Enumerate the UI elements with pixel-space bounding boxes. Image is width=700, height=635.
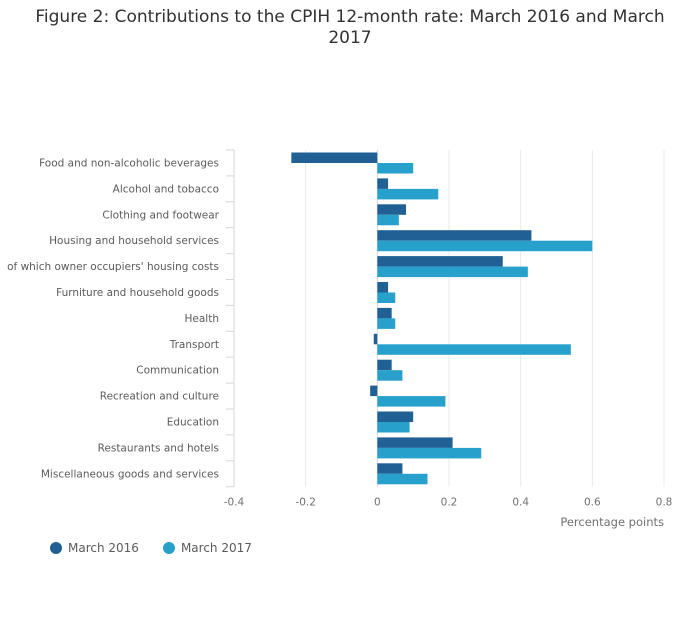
bar-march-2017[interactable] <box>377 188 439 200</box>
bar-march-2016[interactable] <box>377 230 532 241</box>
bar-march-2016[interactable] <box>377 256 503 267</box>
legend-item-march-2016[interactable]: March 2016 <box>50 541 139 555</box>
legend-label: March 2016 <box>68 541 139 555</box>
x-tick-label: -0.4 <box>224 497 245 509</box>
category-label: Education <box>167 416 219 428</box>
category-label: of which owner occupiers' housing costs <box>7 261 219 273</box>
x-axis-title: Percentage points <box>560 515 664 529</box>
category-label: Restaurants and hotels <box>98 442 219 454</box>
bar-march-2017[interactable] <box>377 163 414 174</box>
bar-march-2016[interactable] <box>291 152 378 164</box>
bar-march-2016[interactable] <box>377 282 389 293</box>
bar-march-2016[interactable] <box>377 411 414 423</box>
legend: March 2016 March 2017 <box>50 541 252 555</box>
bar-march-2017[interactable] <box>377 318 396 329</box>
category-label: Alcohol and tobacco <box>113 183 219 195</box>
bar-march-2017[interactable] <box>377 214 399 226</box>
x-tick-label: 0.2 <box>441 497 458 509</box>
category-label: Furniture and household goods <box>56 287 219 299</box>
bar-march-2016[interactable] <box>373 333 378 345</box>
category-label: Miscellaneous goods and services <box>41 468 219 480</box>
x-tick-label: 0 <box>374 497 381 509</box>
bar-march-2016[interactable] <box>377 437 453 448</box>
bar-march-2016[interactable] <box>370 385 378 397</box>
legend-item-march-2017[interactable]: March 2017 <box>162 541 252 555</box>
bar-march-2017[interactable] <box>377 266 528 278</box>
bar-march-2016[interactable] <box>377 463 403 474</box>
bar-march-2017[interactable] <box>377 447 482 459</box>
category-label: Transport <box>169 339 219 351</box>
x-tick-label: -0.2 <box>295 497 316 509</box>
bar-march-2017[interactable] <box>377 370 403 381</box>
bars <box>291 152 593 485</box>
bar-march-2016[interactable] <box>377 307 392 319</box>
bar-march-2017[interactable] <box>377 473 428 485</box>
legend-dot-march-2016 <box>50 542 62 554</box>
legend-label: March 2017 <box>180 541 252 555</box>
chart-title: Figure 2: Contributions to the CPIH 12-m… <box>35 7 665 48</box>
x-axis: -0.4 -0.2 0 0.2 0.4 0.6 0.8 <box>224 497 673 509</box>
x-tick-label: 0.4 <box>512 497 529 509</box>
legend-dot-march-2017 <box>162 542 175 554</box>
category-label: Food and non-alcoholic beverages <box>39 157 219 169</box>
bar-march-2017[interactable] <box>377 422 410 433</box>
x-tick-label: 0.8 <box>656 497 673 509</box>
bar-march-2016[interactable] <box>377 359 392 371</box>
bar-march-2016[interactable] <box>377 204 406 215</box>
bar-march-2017[interactable] <box>377 292 396 304</box>
bar-march-2016[interactable] <box>377 178 389 189</box>
bar-march-2017[interactable] <box>377 396 446 407</box>
category-label: Recreation and culture <box>100 391 219 403</box>
category-label: Communication <box>136 365 219 377</box>
category-label: Housing and household services <box>49 235 219 247</box>
category-label: Health <box>185 313 219 325</box>
bar-march-2017[interactable] <box>377 344 571 355</box>
gridlines <box>305 150 665 487</box>
bar-march-2017[interactable] <box>377 240 593 252</box>
category-label: Clothing and footwear <box>102 209 219 221</box>
x-tick-label: 0.6 <box>584 497 601 509</box>
y-axis: Food and non-alcoholic beverages Alcohol … <box>7 149 235 488</box>
